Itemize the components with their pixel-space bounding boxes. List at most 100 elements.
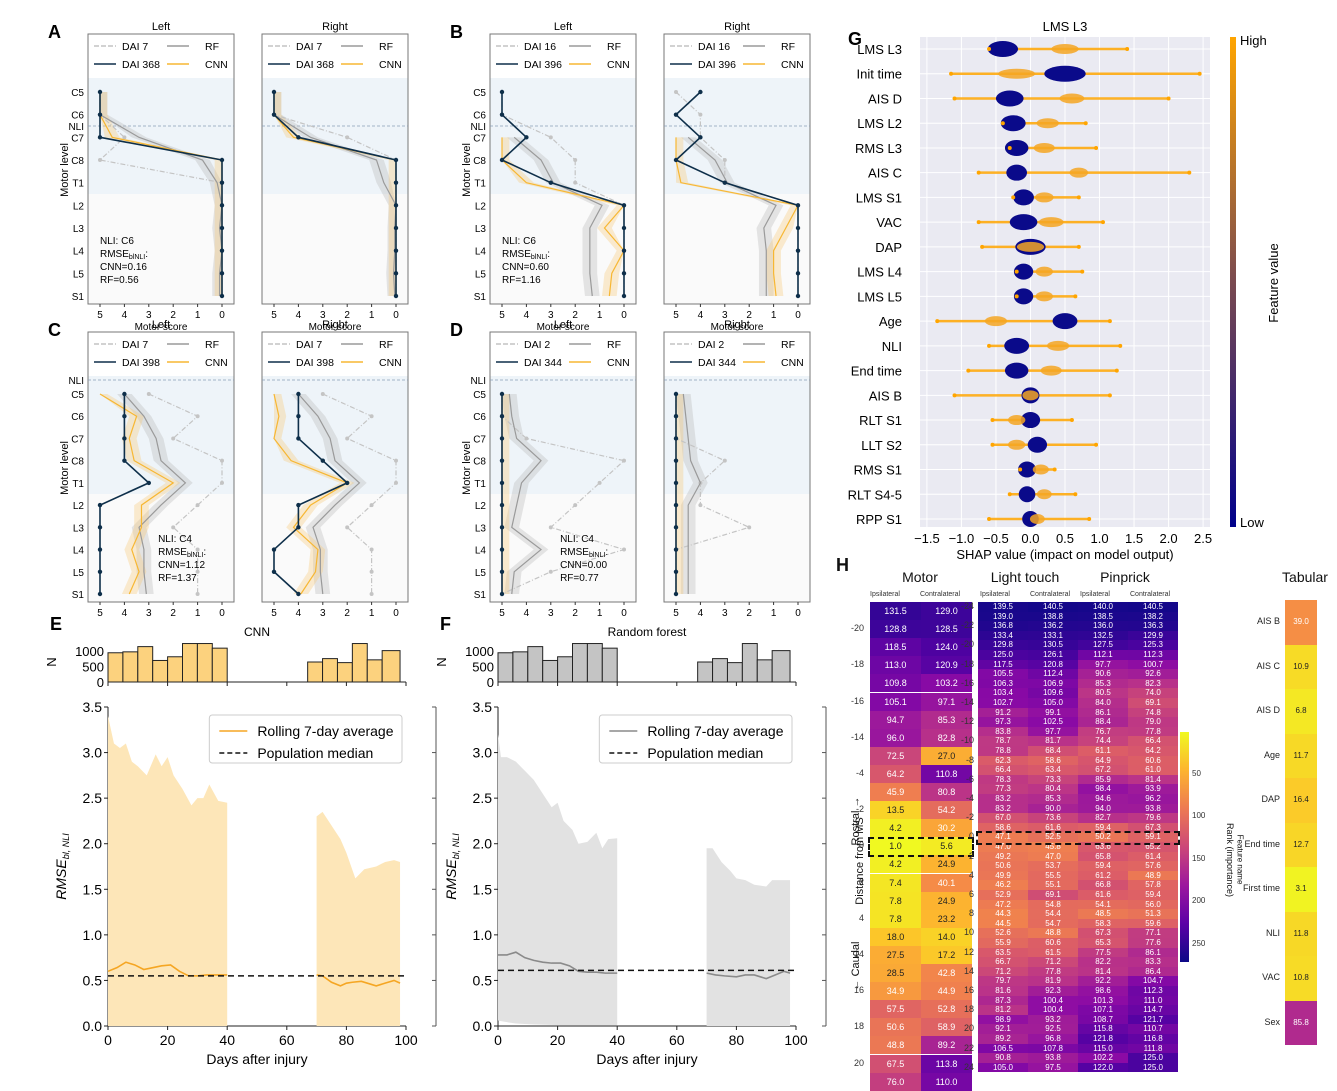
heatmap-cell: 83.3: [1128, 957, 1178, 967]
shap-low-cluster: [1020, 412, 1041, 429]
heatmap-cell: 1.0: [870, 837, 921, 856]
heatmap-cell: 86.4: [1128, 966, 1178, 977]
level-tick-label: L5: [475, 269, 487, 280]
histogram-y-tick-label: 0: [487, 675, 494, 690]
heatmap-cell: 103.4: [978, 688, 1028, 698]
late-exam-line-point: [320, 458, 325, 463]
heatmap-cell: 54.2: [921, 801, 972, 820]
legend-label: DAI 344: [524, 357, 562, 369]
x-tick-label: 0: [621, 310, 627, 321]
level-tick-label: C5: [71, 88, 84, 99]
tabular-cell: 10.8: [1285, 956, 1317, 1001]
heatmap-cell: 105.5: [978, 669, 1028, 679]
shap-point: [1076, 195, 1081, 200]
heatmap-cell: 67.0: [978, 813, 1028, 823]
late-exam-line-point: [97, 89, 103, 95]
histogram-y-tick-label: 500: [472, 660, 494, 675]
shap-point: [980, 244, 985, 249]
y-tick-label: 1.5: [83, 881, 103, 897]
heatmap-cell: 94.7: [870, 710, 921, 729]
level-tick-label: C6: [473, 111, 486, 122]
shap-point: [966, 368, 971, 373]
heatmap-cell: 97.7: [1078, 659, 1128, 670]
cnn-line: [99, 393, 175, 595]
legend-label: CNN: [781, 357, 804, 369]
lumbar-band: [88, 194, 234, 304]
row-label: 18: [853, 1021, 864, 1032]
x-tick-label: 1: [597, 608, 603, 619]
rf-band: [506, 137, 610, 296]
legend-box: [598, 714, 793, 764]
row-label: 2: [968, 850, 974, 861]
histogram-bar: [497, 652, 514, 683]
annotation-nli: NLI: C6: [502, 236, 536, 247]
late-exam-line-point: [393, 293, 399, 299]
histogram-bar: [542, 659, 559, 683]
heatmap-cell: 136.3: [1128, 621, 1178, 631]
colorbar-tick-label: 200: [1192, 896, 1206, 906]
late-exam-line-point: [271, 112, 277, 117]
shap-point: [952, 393, 957, 398]
late-exam-line-point: [795, 225, 801, 231]
heatmap-cell: 63.4: [1028, 765, 1078, 775]
heatmap-cell: 57.6: [1128, 861, 1178, 871]
histogram-bar: [107, 652, 124, 683]
shap-point: [1052, 467, 1057, 472]
heatmap-cell: 138.2: [1128, 611, 1178, 622]
x-tick-label: 60: [669, 1032, 685, 1048]
x-tick-label: 4: [524, 310, 530, 321]
x-tick-label: 5: [673, 608, 679, 619]
heatmap-cell: 67.2: [1078, 765, 1128, 775]
legend-label: DAI 7: [296, 41, 322, 53]
heatmap-cell: 7.8: [870, 909, 921, 928]
heatmap-cell: 82.3: [1128, 678, 1178, 689]
late-exam-line-point: [345, 480, 350, 486]
late-exam-line-point: [795, 271, 801, 276]
shap-low-cluster: [1013, 288, 1034, 305]
cnn-band: [676, 394, 684, 594]
early-exam-line-point: [345, 135, 350, 140]
tabular-title: Tabular: [1282, 569, 1328, 585]
legend-label: DAI 398: [296, 357, 334, 369]
late-exam-line-point: [673, 480, 679, 486]
heatmap-cell: 52.8: [921, 1000, 972, 1019]
row-label: -14: [960, 697, 974, 707]
row-label: 6: [968, 889, 974, 899]
histogram-title: CNN: [244, 625, 270, 639]
heatmap-cell: 79.0: [1128, 717, 1178, 727]
x-tick-label: −1.5: [914, 531, 940, 546]
colorbar-tick-label: 100: [1192, 811, 1206, 821]
histogram-bar: [771, 650, 791, 683]
heatmap-cell: 102.7: [978, 698, 1028, 708]
heatmap-cell: 58.9: [921, 1018, 972, 1037]
histogram-bar: [527, 646, 544, 683]
x-tick-label: 4: [524, 608, 530, 619]
heatmap-cell: 120.8: [1028, 659, 1078, 670]
tabular-feature-label: First time: [1243, 883, 1280, 893]
motor-col-contralateral: Contralateral: [920, 591, 961, 598]
row-label: -4: [855, 767, 864, 778]
x-axis-label: Days after injury: [206, 1051, 307, 1067]
heatmap-cell: 80.5: [1078, 688, 1128, 698]
level-tick-label: L5: [73, 269, 85, 280]
subplot-title: Left: [554, 319, 572, 331]
heatmap-cell: 13.5: [870, 801, 921, 820]
plot-frame: [663, 33, 811, 305]
shap-point: [1073, 294, 1078, 299]
shap-high-cluster: [1038, 217, 1064, 228]
late-exam-line-point: [219, 293, 225, 299]
subplot-b-right: Right 5 4 3 2 1 0 Motor score DAI 16 RF DAI 396 CNN: [663, 21, 811, 333]
heatmap-cell: 81.4: [1078, 966, 1128, 977]
level-tick-label: S1: [72, 292, 85, 303]
x-tick-label: 3: [548, 608, 554, 619]
level-tick-label: L2: [73, 201, 85, 212]
subplot-title: Right: [322, 319, 348, 331]
heatmap-cell: 83.2: [978, 803, 1028, 814]
heatmap-cell: 83.8: [978, 726, 1028, 737]
shap-point: [1007, 145, 1012, 150]
legend-label: DAI 7: [296, 339, 322, 351]
row-label: -20: [850, 623, 864, 634]
heatmap-cell: 69.1: [1028, 890, 1078, 900]
shap-point: [1125, 47, 1130, 51]
late-exam-line-point: [219, 157, 225, 163]
